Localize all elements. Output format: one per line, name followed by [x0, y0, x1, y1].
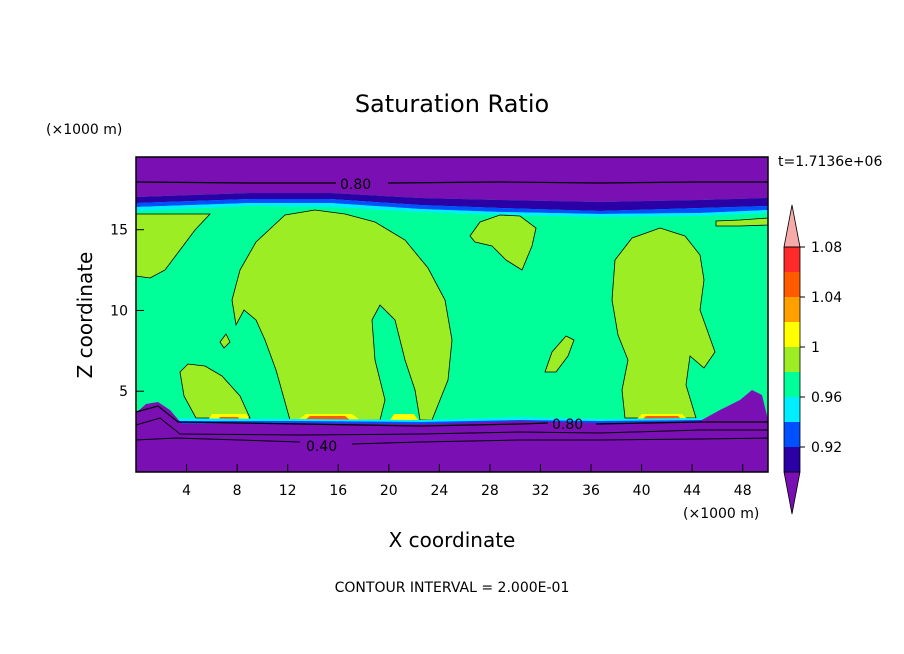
x-tick-label: 28: [481, 483, 499, 499]
moist-blob-4: [544, 335, 575, 373]
y-axis-label: Z coordinate: [73, 252, 97, 379]
colorbar-tick-label: 1.08: [811, 240, 842, 256]
moist-blob-3: [469, 214, 537, 271]
contour-interval-note: CONTOUR INTERVAL = 2.000E-01: [335, 580, 570, 596]
colorbar-low-arrow: [783, 471, 801, 515]
contour-line-060: [135, 417, 768, 436]
top-band-098: [136, 203, 768, 217]
chart-title: Saturation Ratio: [355, 90, 549, 118]
x-tick-label: 36: [582, 483, 600, 499]
colorbar-swatch: [784, 322, 800, 347]
contour-line-040: [135, 437, 769, 445]
x-tick-label: 24: [430, 483, 448, 499]
contour-label-mid: 0.80: [552, 417, 583, 433]
y-tick-label: 5: [119, 384, 128, 400]
x-tick-label: 44: [683, 483, 701, 499]
time-label: t=1.7136e+06: [778, 154, 882, 170]
colorbar-high-arrow: [783, 204, 801, 248]
contour-line-080: [135, 405, 768, 427]
y-tick-label: 10: [110, 303, 128, 319]
x-tick-label: 8: [233, 483, 242, 499]
y-tick-label: 15: [110, 223, 128, 239]
x-axis-label: X coordinate: [389, 528, 516, 552]
x-units-label: (×1000 m): [683, 506, 759, 522]
supersat-patch-4: [305, 416, 350, 420]
moist-speck-7: [219, 333, 231, 349]
plot-area: 0.80 0.80 0.40: [135, 156, 769, 473]
colorbar-swatch: [784, 422, 800, 447]
moist-blob-1: [135, 213, 211, 279]
x-tick-label: 16: [329, 483, 347, 499]
colorbar-swatch: [784, 272, 800, 297]
x-axis: 4 8 12 16 20 24 28 32 36 40 44 48: [182, 464, 752, 499]
x-tick-label: 20: [380, 483, 398, 499]
top-dry-layer: [136, 157, 768, 202]
colorbar-tick-label: 1: [811, 340, 820, 356]
supersat-patch-5: [390, 414, 418, 420]
colorbar-swatch: [784, 347, 800, 372]
x-tick-label: 48: [734, 483, 752, 499]
colorbar-swatch: [784, 447, 800, 472]
x-tick-label: 4: [182, 483, 191, 499]
moist-plume-2: [231, 209, 453, 421]
x-tick-label: 32: [532, 483, 550, 499]
contour-label-top: 0.80: [340, 177, 371, 193]
contour-line-top-080: [135, 181, 768, 184]
colorbar-tick-label: 0.96: [811, 390, 842, 406]
moist-blob-6: [179, 363, 251, 419]
plot-frame: [135, 156, 769, 473]
y-axis: 5 10 15: [110, 223, 144, 400]
x-tick-label: 40: [633, 483, 651, 499]
colorbar-tick-label: 0.92: [811, 440, 842, 456]
colorbar: 0.92 0.96 1 1.04 1.08: [783, 204, 842, 515]
x-tick-label: 12: [279, 483, 297, 499]
contour-label-low: 0.40: [306, 439, 337, 455]
top-band-092: [136, 193, 768, 211]
moist-plume-5: [611, 227, 716, 419]
colorbar-swatch: [784, 372, 800, 397]
colorbar-tick-label: 1.04: [811, 290, 842, 306]
bottom-dry-layer: [136, 390, 768, 472]
top-band-096: [136, 199, 768, 214]
colorbar-frame: [783, 246, 801, 473]
colorbar-swatch: [784, 397, 800, 422]
y-units-label: (×1000 m): [46, 122, 122, 138]
colorbar-swatch: [784, 247, 800, 272]
colorbar-swatch: [784, 297, 800, 322]
